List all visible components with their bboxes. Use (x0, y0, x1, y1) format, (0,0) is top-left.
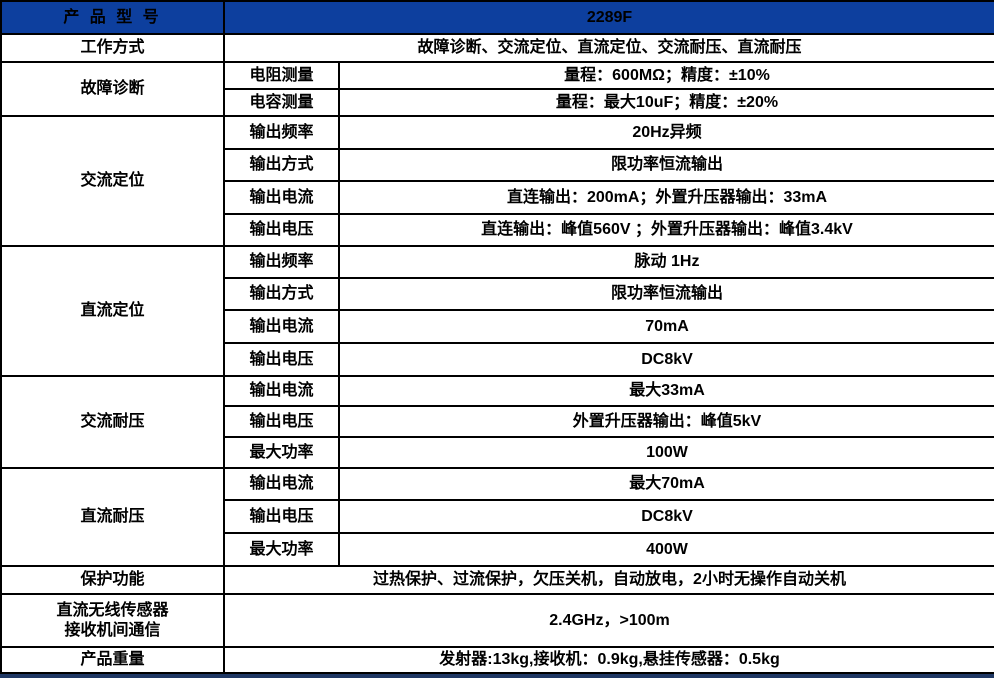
param-value-cell: 量程：600MΩ；精度：±10% (338, 61, 994, 90)
param-value-cell: 20Hz异频 (338, 115, 994, 150)
table-row: 直流耐压 输出电流 最大70mA (0, 467, 994, 567)
param-name-cell: 输出电压 (223, 213, 340, 247)
table-row: 输出电压 DC8kV (1, 499, 994, 534)
table-row: 交流耐压 输出电流 最大33mA (0, 375, 994, 469)
protection-value: 过热保护、过流保护，欠压关机，自动放电，2小时无操作自动关机 (223, 565, 994, 595)
table-row: 输出方式 限功率恒流输出 (1, 277, 994, 311)
table-row: 电容测量 量程：最大10uF；精度：±20% (1, 88, 994, 117)
work-mode-label: 工作方式 (0, 33, 225, 63)
param-value-cell: 限功率恒流输出 (338, 148, 994, 182)
param-name-cell: 最大功率 (223, 532, 340, 567)
wireless-comm-label: 直流无线传感器 接收机间通信 (0, 593, 225, 648)
param-name-cell: 输出电压 (223, 405, 340, 438)
param-name-cell: 输出电流 (223, 467, 340, 501)
ac-withstand-label: 交流耐压 (0, 375, 225, 469)
param-value-cell: 直连输出：200mA；外置升压器输出：33mA (338, 180, 994, 215)
param-name-cell: 输出方式 (223, 277, 340, 311)
param-name-cell: 电容测量 (223, 88, 340, 117)
ac-positioning-label: 交流定位 (0, 115, 225, 247)
table-row: 输出电流 直连输出：200mA；外置升压器输出：33mA (1, 180, 994, 215)
param-name-cell: 输出电压 (223, 342, 340, 377)
dc-withstand-label: 直流耐压 (0, 467, 225, 567)
protection-label: 保护功能 (0, 565, 225, 595)
table-row: 产品重量 发射器:13kg,接收机：0.9kg,悬挂传感器：0.5kg (0, 646, 994, 674)
table-row: 输出电压 直连输出：峰值560V ；外置升压器输出：峰值3.4kV (1, 213, 994, 247)
param-value-cell: 70mA (338, 309, 994, 344)
table-row: 输出方式 限功率恒流输出 (1, 148, 994, 182)
param-name-cell: 最大功率 (223, 436, 340, 469)
table-row: 故障诊断 电阻测量 量程：600MΩ；精度：±10% (0, 61, 994, 117)
param-value-cell: DC8kV (338, 342, 994, 377)
table-row: 直流定位 输出频率 脉动 1Hz (0, 245, 994, 377)
model-value-header-cell: 2289F (223, 0, 994, 35)
param-value-cell: 外置升压器输出：峰值5kV (338, 405, 994, 438)
product-weight-label: 产品重量 (0, 646, 225, 674)
param-value-cell: DC8kV (338, 499, 994, 534)
table-row: 最大功率 400W (1, 532, 994, 567)
table-row: 直流无线传感器 接收机间通信 2.4GHz，>100m (0, 593, 994, 648)
table-row: 工作方式 故障诊断、交流定位、直流定位、交流耐压、直流耐压 (0, 33, 994, 63)
param-value-cell: 量程：最大10uF；精度：±20% (338, 88, 994, 117)
param-name-cell: 输出电流 (223, 309, 340, 344)
param-name-cell: 输出电压 (223, 499, 340, 534)
fault-diagnosis-label: 故障诊断 (0, 61, 225, 117)
product-weight-value: 发射器:13kg,接收机：0.9kg,悬挂传感器：0.5kg (223, 646, 994, 674)
dc-positioning-label: 直流定位 (0, 245, 225, 377)
table-row: 输出电压 DC8kV (1, 342, 994, 377)
table-row: 最大功率 100W (1, 436, 994, 469)
param-value-cell: 限功率恒流输出 (338, 277, 994, 311)
table-row: 输出电流 70mA (1, 309, 994, 344)
work-mode-value: 故障诊断、交流定位、直流定位、交流耐压、直流耐压 (223, 33, 994, 63)
bottom-accent-strip (0, 674, 994, 678)
param-value-cell: 脉动 1Hz (338, 245, 994, 279)
product-model-header-cell: 产 品 型 号 (0, 0, 225, 35)
table-header-row: 产 品 型 号 2289F (0, 0, 994, 35)
table-row: 保护功能 过热保护、过流保护，欠压关机，自动放电，2小时无操作自动关机 (0, 565, 994, 595)
param-value-cell: 400W (338, 532, 994, 567)
wireless-comm-value: 2.4GHz，>100m (223, 593, 994, 648)
param-name-cell: 输出频率 (223, 115, 340, 150)
param-value-cell: 最大33mA (338, 375, 994, 407)
param-name-cell: 输出频率 (223, 245, 340, 279)
table-row: 输出电压 外置升压器输出：峰值5kV (1, 405, 994, 438)
table-row: 交流定位 输出频率 20Hz异频 (0, 115, 994, 247)
param-name-cell: 输出电流 (223, 180, 340, 215)
param-name-cell: 电阻测量 (223, 61, 340, 90)
param-value-cell: 最大70mA (338, 467, 994, 501)
param-value-cell: 100W (338, 436, 994, 469)
param-name-cell: 输出电流 (223, 375, 340, 407)
param-value-cell: 直连输出：峰值560V ；外置升压器输出：峰值3.4kV (338, 213, 994, 247)
param-name-cell: 输出方式 (223, 148, 340, 182)
